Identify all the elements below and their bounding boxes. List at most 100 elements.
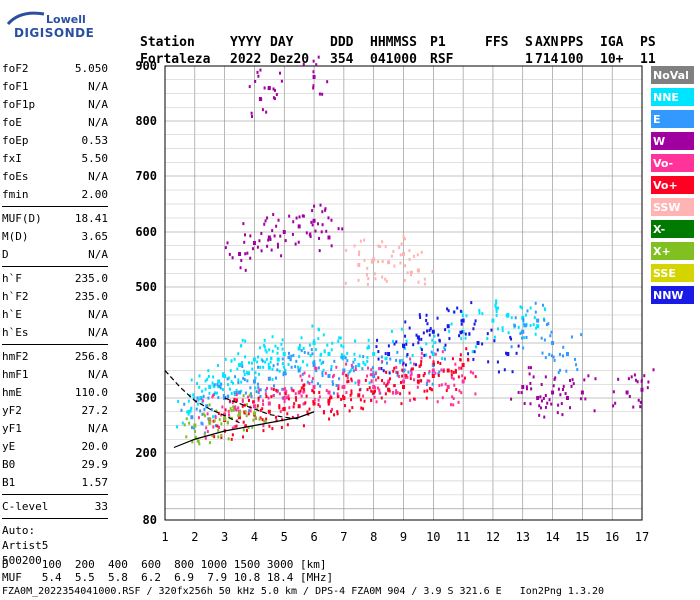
data-point: [313, 397, 316, 401]
data-point: [526, 309, 529, 313]
data-point: [202, 394, 205, 398]
data-point: [432, 362, 435, 366]
data-point: [319, 358, 322, 362]
data-point: [236, 367, 239, 371]
data-point: [529, 306, 532, 310]
data-point: [251, 247, 254, 251]
data-point: [353, 352, 356, 356]
data-point: [632, 405, 635, 409]
data-point: [562, 384, 565, 388]
data-point: [557, 371, 560, 375]
data-point: [217, 385, 220, 389]
data-point: [404, 334, 407, 338]
data-point: [419, 346, 422, 350]
data-point: [207, 374, 210, 378]
data-point: [260, 249, 263, 253]
header-label: S: [525, 35, 533, 50]
data-point: [437, 373, 440, 377]
data-point: [265, 110, 268, 114]
data-point: [337, 384, 340, 388]
data-point: [284, 387, 287, 391]
data-point: [514, 316, 517, 320]
data-point: [318, 391, 321, 395]
data-point: [287, 356, 290, 360]
data-point: [241, 364, 244, 368]
data-point: [267, 409, 271, 414]
data-point: [214, 424, 217, 428]
data-point: [451, 357, 454, 361]
data-point: [360, 406, 363, 410]
data-point: [262, 365, 265, 369]
data-point: [372, 385, 376, 389]
data-point: [446, 385, 450, 389]
data-point: [220, 435, 223, 439]
data-point: [278, 369, 281, 373]
data-point: [464, 332, 467, 336]
data-point: [276, 351, 279, 355]
data-point: [370, 259, 373, 263]
data-point: [340, 353, 343, 357]
data-point: [404, 363, 407, 367]
data-point: [303, 371, 306, 375]
data-point: [377, 260, 380, 264]
data-point: [321, 371, 324, 375]
data-point: [327, 390, 331, 395]
x-tick-label: 16: [605, 530, 619, 544]
data-point: [314, 348, 317, 352]
data-point: [296, 365, 299, 369]
data-point: [231, 381, 234, 385]
data-point: [404, 264, 407, 268]
data-point: [341, 355, 344, 359]
data-point: [307, 351, 310, 355]
header-label: FFS: [485, 35, 509, 50]
data-point: [202, 412, 205, 416]
data-point: [409, 270, 412, 274]
header-value: Dez20: [270, 52, 310, 67]
y-tick-label: 700: [135, 169, 157, 183]
param-row: MUF(D) 18.41: [2, 210, 108, 228]
data-point: [252, 241, 256, 245]
data-point: [561, 387, 564, 391]
data-point: [269, 237, 272, 241]
data-point: [267, 396, 270, 400]
param-divider: [2, 344, 108, 345]
data-point: [441, 357, 444, 361]
data-point: [349, 393, 352, 397]
data-point: [302, 346, 305, 350]
data-point: [327, 235, 331, 240]
data-point: [284, 372, 287, 376]
data-point: [357, 393, 361, 398]
data-point: [227, 437, 230, 441]
data-point: [522, 317, 525, 321]
data-point: [431, 368, 435, 373]
data-point: [201, 422, 204, 426]
data-point: [231, 401, 234, 405]
data-point: [337, 339, 340, 343]
auto-line: 500200: [2, 554, 42, 567]
data-point: [227, 409, 230, 413]
data-point: [281, 387, 284, 391]
data-point: [257, 355, 260, 359]
data-point: [244, 391, 247, 395]
data-point: [337, 387, 340, 391]
legend-swatch: [651, 110, 694, 128]
header-label: PPS: [560, 35, 584, 50]
data-point: [330, 244, 333, 248]
data-point: [560, 402, 563, 406]
data-point: [242, 394, 245, 398]
data-point: [272, 213, 275, 217]
param-value: N/A: [88, 170, 108, 183]
data-point: [366, 282, 369, 286]
data-point: [428, 328, 431, 332]
data-point: [310, 348, 313, 352]
data-point: [453, 310, 456, 314]
data-point: [187, 412, 190, 416]
param-name: yF2: [2, 404, 22, 417]
muf-curve-upper: [164, 370, 240, 424]
data-point: [273, 234, 276, 238]
data-point: [224, 246, 227, 250]
data-point: [570, 335, 573, 339]
legend-label: NNE: [653, 91, 679, 104]
data-point: [297, 404, 301, 409]
data-point: [458, 334, 461, 338]
